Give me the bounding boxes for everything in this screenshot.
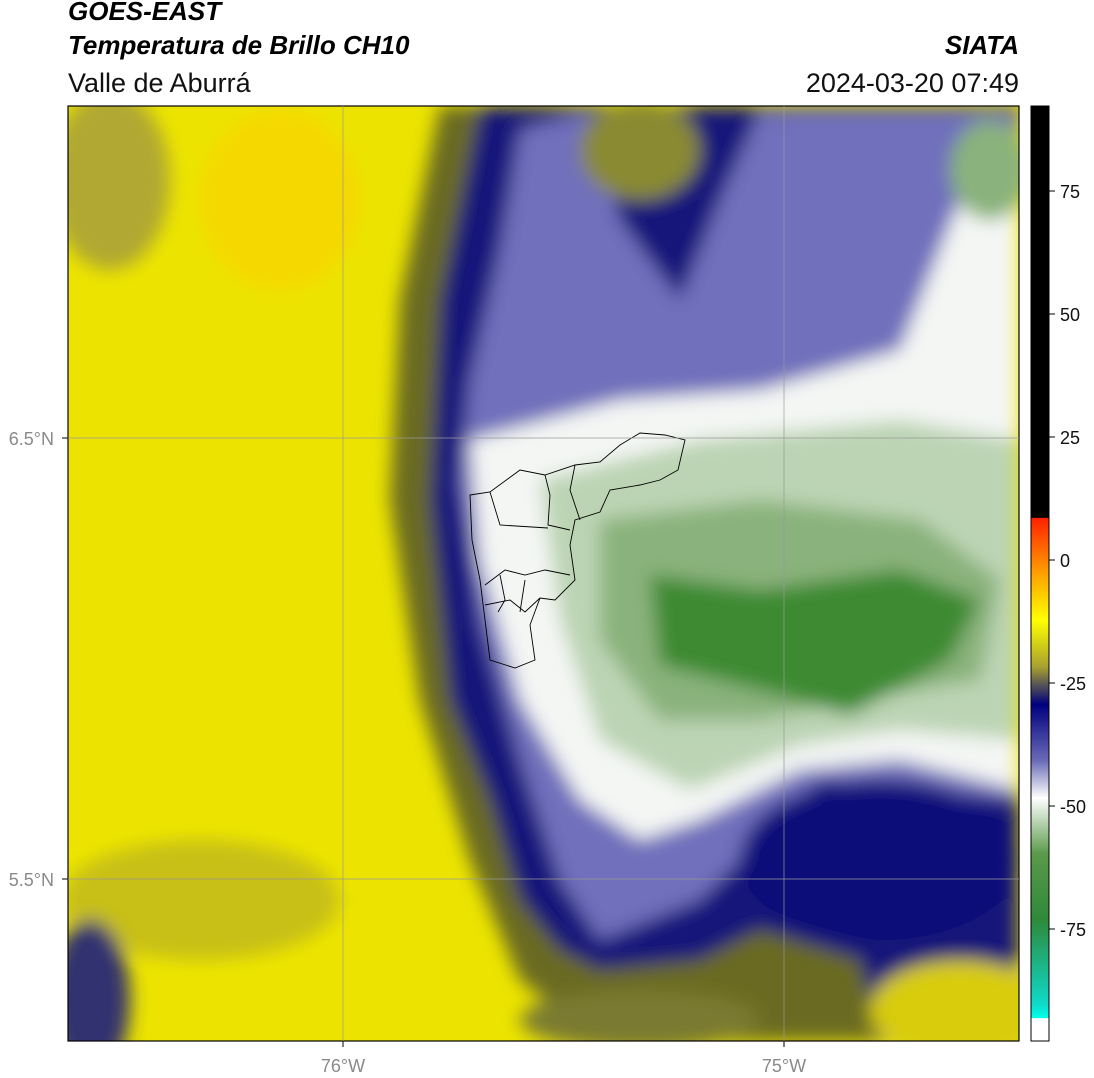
title: GOES-EAST (68, 0, 223, 26)
lon-label: 75°W (762, 1056, 806, 1076)
datetime: 2024-03-20 07:49 (806, 68, 1019, 98)
region: Valle de Aburrá (68, 68, 252, 98)
colorbar-tick-label: 0 (1060, 551, 1070, 571)
lon-label: 76°W (321, 1056, 365, 1076)
colorbar (1030, 105, 1050, 1042)
colorbar-tick-label: 50 (1060, 305, 1080, 325)
colorbar-tick-label: -50 (1060, 797, 1086, 817)
map-frame (67, 105, 1020, 1042)
colorbar-tick-label: 75 (1060, 182, 1080, 202)
brand: SIATA (945, 30, 1019, 60)
colorbar-tick-label: 25 (1060, 428, 1080, 448)
satellite-image (68, 106, 1019, 1041)
colorbar-tick-label: -25 (1060, 674, 1086, 694)
lat-label: 5.5°N (9, 870, 54, 890)
subtitle: Temperatura de Brillo CH10 (68, 30, 410, 60)
municipality-boundaries (469, 432, 686, 669)
lat-label: 6.5°N (9, 429, 54, 449)
colorbar-tick-label: -75 (1060, 920, 1086, 940)
